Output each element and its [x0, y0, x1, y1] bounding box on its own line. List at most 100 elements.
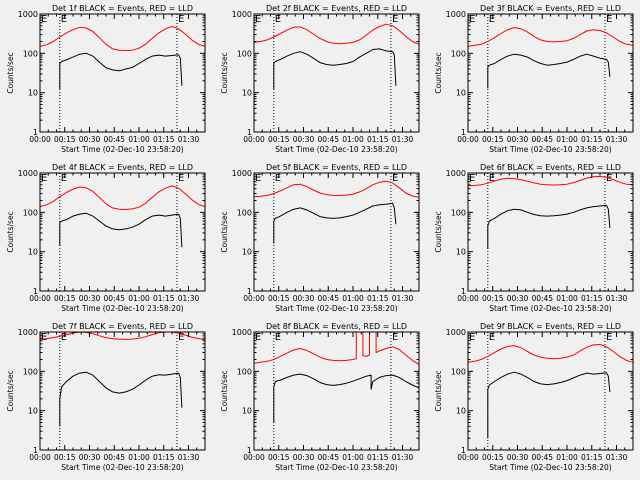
- panel-title: Det 8f BLACK = Events, RED = LLD: [266, 322, 407, 331]
- x-tick-label: 00:30: [79, 453, 101, 462]
- y-tick-label: 10: [456, 407, 466, 416]
- y-tick-label: 10: [28, 89, 38, 98]
- y-tick-label: 10: [456, 248, 466, 257]
- x-tick-label: 01:30: [178, 135, 200, 144]
- y-tick-label: 1: [461, 287, 466, 296]
- y-tick-label: 100: [237, 208, 252, 217]
- y-tick-label: 10: [242, 407, 252, 416]
- x-tick-label: 01:00: [556, 453, 578, 462]
- x-tick-label: 01:30: [606, 135, 628, 144]
- x-tick-label: 00:45: [531, 453, 553, 462]
- x-tick-label: 01:00: [128, 453, 150, 462]
- x-axis-label: Start Time (02-Dec-10 23:58:20): [61, 145, 183, 154]
- x-axis-label: Start Time (02-Dec-10 23:58:20): [275, 463, 397, 472]
- corner-marker-label: E: [255, 14, 261, 25]
- corner-marker-label: E: [469, 14, 475, 25]
- x-tick-label: 01:30: [606, 294, 628, 303]
- x-tick-label: 00:00: [29, 135, 51, 144]
- corner-marker-label: E: [41, 14, 47, 25]
- y-tick-label: 1: [461, 446, 466, 455]
- x-tick-label: 01:15: [367, 135, 389, 144]
- x-tick-label: 00:30: [507, 294, 529, 303]
- y-tick-label: 10: [28, 407, 38, 416]
- y-tick-label: 1000: [232, 10, 252, 19]
- x-tick-label: 01:00: [128, 294, 150, 303]
- x-tick-label: 00:45: [103, 294, 125, 303]
- x-tick-label: 00:45: [531, 135, 553, 144]
- series-lld-line: [253, 23, 420, 45]
- corner-marker-label: E: [469, 332, 475, 343]
- marker-label: E: [178, 14, 184, 25]
- x-tick-label: 00:00: [457, 135, 479, 144]
- x-axis-label: Start Time (02-Dec-10 23:58:20): [61, 304, 183, 313]
- x-tick-label: 00:00: [457, 453, 479, 462]
- panel-title: Det 7f BLACK = Events, RED = LLD: [52, 322, 193, 331]
- x-tick-label: 01:00: [342, 294, 364, 303]
- x-tick-label: 00:15: [54, 294, 76, 303]
- y-tick-label: 100: [237, 49, 252, 58]
- panel-title: Det 1f BLACK = Events, RED = LLD: [52, 4, 193, 13]
- x-tick-label: 01:00: [342, 453, 364, 462]
- marker-label: E: [275, 173, 281, 184]
- x-tick-label: 00:15: [268, 453, 290, 462]
- series-lld-line: [467, 27, 634, 47]
- y-tick-label: 1000: [446, 169, 466, 178]
- x-tick-label: 00:30: [79, 294, 101, 303]
- panel-title: Det 4f BLACK = Events, RED = LLD: [52, 163, 193, 172]
- corner-marker-label: E: [255, 332, 261, 343]
- x-tick-label: 00:15: [482, 135, 504, 144]
- y-axis-label: Counts/sec: [434, 370, 443, 411]
- y-tick-label: 1000: [18, 328, 38, 337]
- marker-label: E: [178, 173, 184, 184]
- x-tick-label: 00:30: [293, 294, 315, 303]
- x-tick-label: 00:00: [457, 294, 479, 303]
- y-tick-label: 10: [28, 248, 38, 257]
- series-lld-line: [253, 180, 420, 198]
- x-tick-label: 00:45: [317, 453, 339, 462]
- y-tick-label: 1: [33, 446, 38, 455]
- series-lld-line: [39, 185, 206, 210]
- x-tick-label: 00:15: [54, 453, 76, 462]
- y-tick-label: 1000: [232, 328, 252, 337]
- panel-title: Det 9f BLACK = Events, RED = LLD: [480, 322, 621, 331]
- x-tick-label: 01:30: [178, 453, 200, 462]
- panel-title: Det 6f BLACK = Events, RED = LLD: [480, 163, 621, 172]
- marker-label: E: [489, 14, 495, 25]
- marker-label: E: [489, 173, 495, 184]
- series-events-line: [59, 371, 183, 427]
- marker-label: E: [61, 332, 67, 343]
- x-tick-label: 00:00: [29, 294, 51, 303]
- y-tick-label: 1000: [18, 10, 38, 19]
- x-tick-label: 01:15: [581, 453, 603, 462]
- y-tick-label: 1: [33, 287, 38, 296]
- y-tick-label: 1: [247, 287, 252, 296]
- y-axis-label: Counts/sec: [434, 211, 443, 252]
- x-tick-label: 01:15: [153, 135, 175, 144]
- x-tick-label: 00:15: [268, 135, 290, 144]
- x-tick-label: 01:30: [606, 453, 628, 462]
- marker-label: E: [392, 332, 398, 343]
- x-tick-label: 01:30: [392, 294, 414, 303]
- series-events-line: [59, 212, 183, 248]
- x-tick-label: 01:30: [392, 135, 414, 144]
- y-tick-label: 100: [23, 49, 38, 58]
- marker-label: E: [489, 332, 495, 343]
- x-tick-label: 00:30: [293, 135, 315, 144]
- x-tick-label: 01:30: [178, 294, 200, 303]
- marker-label: E: [275, 14, 281, 25]
- x-tick-label: 01:15: [581, 135, 603, 144]
- y-axis-label: Counts/sec: [220, 52, 229, 93]
- series-lld-line: [39, 331, 206, 341]
- x-tick-label: 01:00: [556, 294, 578, 303]
- y-tick-label: 100: [23, 367, 38, 376]
- y-axis-label: Counts/sec: [6, 211, 15, 252]
- y-tick-label: 100: [451, 208, 466, 217]
- y-axis-label: Counts/sec: [434, 52, 443, 93]
- x-tick-label: 00:15: [268, 294, 290, 303]
